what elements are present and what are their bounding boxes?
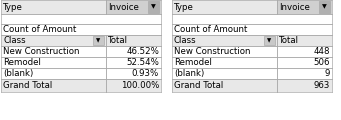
Bar (106, 68, 161, 79)
Bar (106, 79, 161, 92)
Bar (1, 46, 106, 57)
Text: Total: Total (108, 36, 128, 45)
Bar (1, 57, 106, 68)
Bar (277, 57, 332, 68)
Bar (106, 57, 161, 68)
Text: Remodel: Remodel (3, 58, 41, 67)
Text: Class: Class (3, 36, 26, 45)
Bar (172, 24, 332, 35)
Text: 46.52%: 46.52% (126, 47, 159, 56)
Bar (172, 35, 277, 46)
Bar (264, 36, 275, 45)
Text: ▼: ▼ (322, 4, 327, 9)
Bar (1, 68, 106, 79)
Text: ▼: ▼ (97, 38, 101, 43)
Text: (blank): (blank) (174, 69, 204, 78)
Text: Grand Total: Grand Total (3, 81, 52, 90)
Bar (172, 79, 277, 92)
Text: 963: 963 (314, 81, 330, 90)
Text: Invoice: Invoice (108, 3, 139, 12)
Text: Grand Total: Grand Total (174, 81, 223, 90)
Bar (93, 36, 104, 45)
Bar (172, 46, 277, 57)
Text: (blank): (blank) (3, 69, 33, 78)
Text: ▼: ▼ (151, 4, 156, 9)
Bar (106, 35, 161, 46)
Bar (1, 79, 106, 92)
Text: Count of Amount: Count of Amount (174, 25, 247, 34)
Text: Invoice: Invoice (279, 3, 310, 12)
Text: Total: Total (279, 36, 299, 45)
Bar (172, 57, 277, 68)
Bar (277, 79, 332, 92)
Bar (319, 1, 330, 13)
Text: Type: Type (174, 3, 194, 12)
Bar (172, 68, 277, 79)
Bar (1, 24, 161, 35)
Bar (277, 46, 332, 57)
Text: 0.93%: 0.93% (132, 69, 159, 78)
Text: ▼: ▼ (267, 38, 272, 43)
Text: New Construction: New Construction (3, 47, 79, 56)
Bar (277, 68, 332, 79)
Text: Remodel: Remodel (174, 58, 212, 67)
Bar (106, 46, 161, 57)
Bar (1, 14, 161, 24)
Text: Count of Amount: Count of Amount (3, 25, 76, 34)
Bar (1, 0, 106, 14)
Text: 9: 9 (325, 69, 330, 78)
Text: Class: Class (174, 36, 197, 45)
Bar (172, 14, 332, 24)
Bar (277, 35, 332, 46)
Text: Type: Type (3, 3, 23, 12)
Text: 52.54%: 52.54% (126, 58, 159, 67)
Text: 448: 448 (313, 47, 330, 56)
Bar (277, 0, 332, 14)
Bar (172, 0, 277, 14)
Bar (148, 1, 159, 13)
Text: 100.00%: 100.00% (121, 81, 159, 90)
Text: 506: 506 (313, 58, 330, 67)
Bar (1, 35, 106, 46)
Bar (106, 0, 161, 14)
Text: New Construction: New Construction (174, 47, 251, 56)
